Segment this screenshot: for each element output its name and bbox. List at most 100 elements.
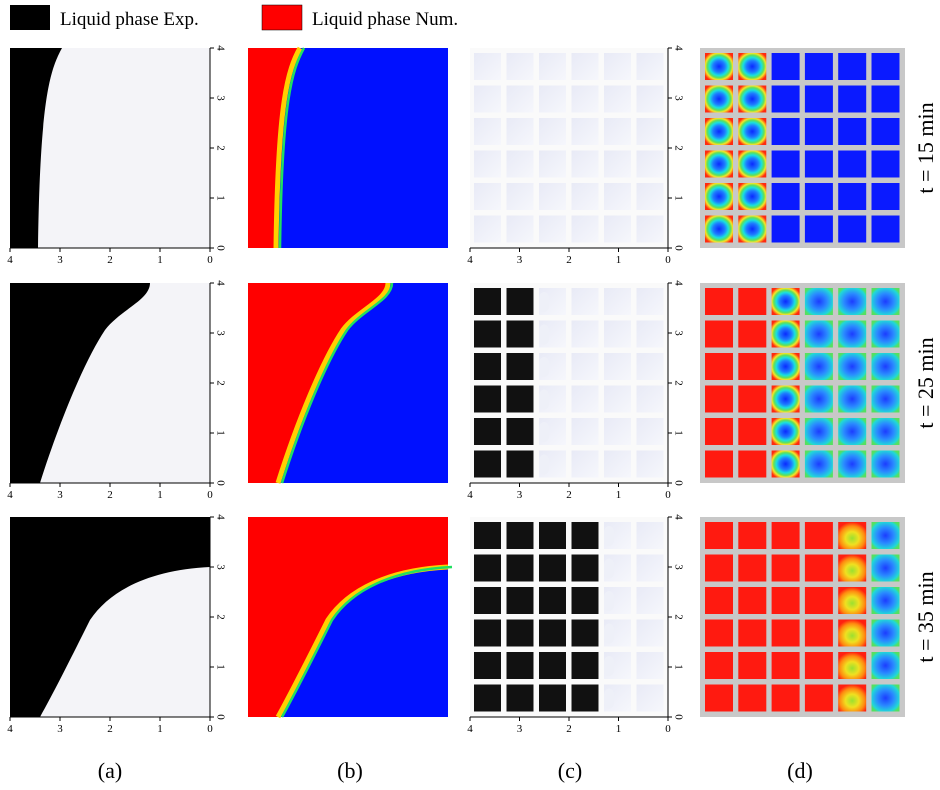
num-cell — [838, 451, 866, 478]
num-cell — [705, 151, 733, 178]
x-tick-label: 1 — [616, 723, 622, 735]
exp-cell-part — [604, 624, 614, 644]
x-tick-label: 0 — [665, 723, 671, 735]
num-cell — [705, 587, 733, 614]
exp-cell-part — [604, 591, 614, 611]
num-cell — [705, 216, 733, 243]
y-tick-label: 1 — [214, 195, 226, 201]
num-cell — [705, 288, 733, 315]
exp-cell — [604, 86, 631, 113]
num-cell — [838, 183, 866, 210]
num-cell — [872, 151, 900, 178]
num-cell — [838, 53, 866, 80]
num-cell — [838, 652, 866, 679]
num-cell — [772, 652, 800, 679]
num-cell — [872, 522, 900, 549]
exp-cell — [604, 118, 631, 145]
num-cell — [872, 652, 900, 679]
exp-cell — [572, 555, 599, 582]
exp-cell — [539, 587, 566, 614]
num-cell — [805, 652, 833, 679]
num-cell — [805, 451, 833, 478]
exp-cell — [474, 151, 501, 178]
num-cell — [738, 118, 766, 145]
exp-cell — [637, 451, 664, 478]
exp-cell — [572, 620, 599, 647]
exp-cell — [474, 118, 501, 145]
exp-cell — [474, 685, 501, 712]
exp-cell — [572, 86, 599, 113]
x-tick-label: 0 — [207, 723, 213, 735]
exp-cell — [474, 53, 501, 80]
exp-cell — [474, 522, 501, 549]
exp-cell — [572, 151, 599, 178]
exp-cell — [539, 652, 566, 679]
x-tick-label: 0 — [207, 489, 213, 501]
exp-cell — [507, 353, 534, 380]
num-cell — [838, 288, 866, 315]
exp-cell — [572, 53, 599, 80]
y-tick-label: 4 — [214, 280, 226, 286]
num-cell — [738, 151, 766, 178]
exp-cell — [507, 86, 534, 113]
num-cell — [738, 183, 766, 210]
legend-label: Liquid phase Exp. — [60, 9, 199, 30]
num-cell — [872, 86, 900, 113]
y-tick-label: 0 — [672, 480, 684, 486]
num-cell — [805, 386, 833, 413]
num-cell — [872, 685, 900, 712]
exp-cell — [637, 620, 664, 647]
num-cell — [805, 522, 833, 549]
x-tick-label: 1 — [157, 254, 163, 266]
x-tick-label: 1 — [157, 489, 163, 501]
num-cell — [805, 288, 833, 315]
exp-cell — [637, 53, 664, 80]
exp-cell — [572, 652, 599, 679]
exp-cell — [637, 685, 664, 712]
num-cell — [805, 321, 833, 348]
panel-label: (c) — [558, 758, 582, 783]
y-tick-label: 0 — [214, 245, 226, 251]
exp-cell — [604, 386, 631, 413]
exp-cell — [637, 321, 664, 348]
num-cell — [772, 555, 800, 582]
num-cell — [872, 183, 900, 210]
num-cell — [772, 386, 800, 413]
num-cell — [772, 183, 800, 210]
figure: Liquid phase Exp. Liquid phase Num. (a) … — [0, 0, 940, 790]
exp-cell — [637, 522, 664, 549]
num-cell — [872, 386, 900, 413]
y-tick-label: 4 — [672, 45, 684, 51]
num-cell — [838, 418, 866, 445]
x-tick-label: 0 — [665, 254, 671, 266]
num-cell — [838, 86, 866, 113]
x-tick-label: 4 — [7, 489, 13, 501]
exp-cell — [572, 321, 599, 348]
num-cell — [772, 86, 800, 113]
exp-cell-part — [539, 357, 549, 377]
x-tick-label: 2 — [107, 489, 113, 501]
x-tick-label: 3 — [517, 489, 523, 501]
num-cell — [772, 451, 800, 478]
exp-cell — [474, 288, 501, 315]
x-tick-label: 0 — [665, 489, 671, 501]
y-tick-label: 2 — [672, 145, 684, 151]
num-cell — [872, 353, 900, 380]
exp-cell — [572, 522, 599, 549]
exp-cell-part — [539, 325, 549, 345]
num-cell — [805, 620, 833, 647]
exp-cell — [637, 216, 664, 243]
num-cell — [805, 685, 833, 712]
x-tick-label: 3 — [57, 723, 63, 735]
x-tick-label: 3 — [517, 723, 523, 735]
x-tick-label: 2 — [566, 489, 572, 501]
x-tick-label: 3 — [57, 489, 63, 501]
exp-cell — [604, 288, 631, 315]
exp-cell — [507, 652, 534, 679]
exp-cell — [539, 151, 566, 178]
x-tick-label: 1 — [616, 254, 622, 266]
row-label: t = 25 min — [913, 337, 938, 428]
num-cell — [805, 53, 833, 80]
num-cell — [805, 216, 833, 243]
exp-cell — [474, 353, 501, 380]
